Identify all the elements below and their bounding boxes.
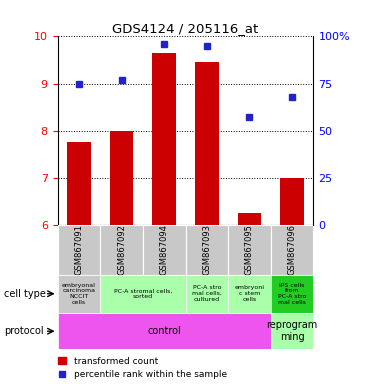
Text: GSM867093: GSM867093 — [202, 224, 211, 275]
Bar — [186, 275, 228, 313]
Bar — [100, 275, 186, 313]
Legend: transformed count, percentile rank within the sample: transformed count, percentile rank withi… — [58, 357, 227, 379]
Bar — [67, 142, 91, 225]
Text: GSM867096: GSM867096 — [288, 224, 297, 275]
Bar — [143, 225, 186, 275]
Bar — [152, 53, 176, 225]
Text: control: control — [147, 326, 181, 336]
Text: GSM867091: GSM867091 — [74, 224, 83, 275]
Bar — [271, 275, 313, 313]
Bar — [186, 225, 228, 275]
Bar — [271, 313, 313, 349]
Text: reprogram
ming: reprogram ming — [266, 320, 318, 342]
Bar — [280, 178, 304, 225]
Bar — [100, 225, 143, 275]
Bar — [228, 225, 271, 275]
Text: protocol: protocol — [4, 326, 43, 336]
Bar — [271, 225, 313, 275]
Title: GDS4124 / 205116_at: GDS4124 / 205116_at — [112, 22, 259, 35]
Text: embryoni
c stem
cells: embryoni c stem cells — [234, 285, 265, 302]
Bar — [228, 275, 271, 313]
Bar — [110, 131, 133, 225]
Bar — [58, 313, 271, 349]
Bar — [58, 275, 100, 313]
Text: embryonal
carcinoma
NCCIT
cells: embryonal carcinoma NCCIT cells — [62, 283, 96, 305]
Bar — [195, 62, 219, 225]
Text: iPS cells
from
PC-A stro
mal cells: iPS cells from PC-A stro mal cells — [278, 283, 306, 305]
Bar — [58, 225, 100, 275]
Text: PC-A stro
mal cells,
cultured: PC-A stro mal cells, cultured — [192, 285, 222, 302]
Text: PC-A stromal cells,
sorted: PC-A stromal cells, sorted — [114, 288, 172, 299]
Text: GSM867094: GSM867094 — [160, 224, 169, 275]
Text: cell type: cell type — [4, 289, 46, 299]
Text: GSM867095: GSM867095 — [245, 224, 254, 275]
Bar — [238, 213, 261, 225]
Text: GSM867092: GSM867092 — [117, 224, 126, 275]
